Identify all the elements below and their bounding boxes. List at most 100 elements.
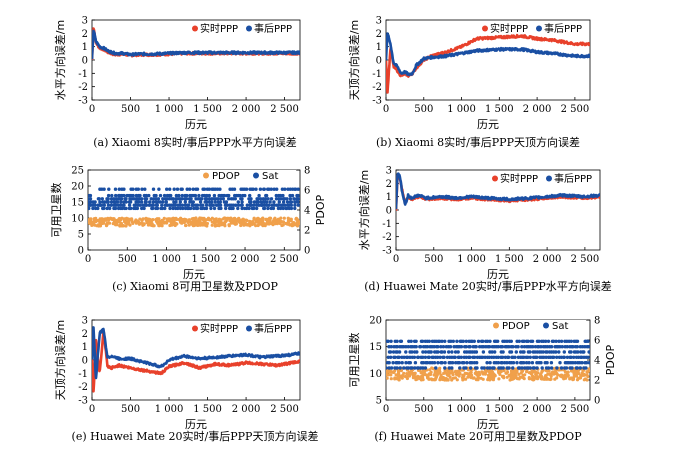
y-tick-label: 10: [71, 214, 84, 225]
sat-point: [490, 350, 494, 354]
sat-point: [492, 366, 496, 370]
pdop-point: [276, 220, 281, 224]
sat-point: [469, 366, 473, 370]
sat-point: [212, 206, 217, 211]
pdop-point: [399, 369, 403, 373]
sat-point: [557, 350, 561, 354]
sat-point: [549, 361, 554, 365]
legend-label: PDOP: [502, 321, 530, 332]
sat-point: [551, 339, 556, 343]
pdop-point: [273, 219, 278, 223]
y-tick-label: 1: [376, 42, 382, 53]
sat-point: [275, 187, 279, 191]
pdop-point: [497, 377, 501, 381]
sat-point: [470, 361, 474, 365]
legend-marker: [493, 322, 499, 329]
sat-point: [562, 355, 566, 359]
pdop-point: [563, 370, 568, 374]
sat-point: [520, 345, 524, 349]
pdop-point: [239, 223, 243, 228]
sat-point: [180, 203, 185, 207]
sat-point: [140, 206, 144, 211]
sat-point: [526, 355, 530, 359]
sat-point: [565, 345, 569, 349]
sat-point: [188, 187, 192, 191]
sat-point: [481, 355, 485, 359]
sat-point: [571, 361, 575, 365]
sat-point: [464, 339, 468, 343]
sat-point: [160, 206, 165, 211]
sat-point: [475, 361, 479, 365]
sat-point: [238, 193, 242, 198]
sat-point: [192, 206, 196, 211]
sat-point: [485, 361, 489, 365]
x-tick-label: 1 500: [485, 404, 514, 415]
sat-point: [288, 193, 292, 198]
sat-point: [106, 203, 111, 207]
sat-point: [236, 203, 241, 207]
pdop-point: [405, 376, 409, 381]
x-tick-label: 2 000: [232, 104, 261, 115]
sat-point: [138, 203, 142, 207]
pdop-point: [423, 370, 427, 374]
pdop-point: [483, 371, 487, 375]
sat-point: [421, 361, 426, 365]
pdop-point: [210, 220, 214, 224]
x-axis-label: 历元: [487, 268, 509, 281]
sat-point: [526, 339, 530, 343]
sat-point: [224, 200, 229, 204]
x-tick-label: 1 500: [191, 254, 220, 265]
sat-point: [389, 355, 393, 359]
sat-point: [207, 197, 212, 201]
sat-point: [184, 197, 189, 201]
pdop-point: [426, 375, 430, 379]
sat-point: [124, 200, 128, 204]
sat-point: [218, 200, 222, 204]
sat-point: [136, 203, 140, 207]
sat-point: [414, 345, 418, 349]
sat-point: [204, 203, 209, 207]
pdop-point: [93, 218, 97, 222]
x-tick-label: 2 500: [561, 104, 590, 115]
sat-point: [189, 197, 193, 201]
sat-point: [186, 203, 191, 207]
pdop-point: [157, 224, 161, 228]
sat-point: [572, 355, 576, 359]
legend-box: [490, 320, 586, 333]
sat-point: [468, 345, 472, 349]
sat-point: [562, 350, 566, 354]
sat-point: [117, 187, 122, 191]
pdop-point: [242, 220, 246, 224]
sat-point: [404, 345, 408, 349]
x-tick-label: 2 500: [561, 404, 590, 415]
pdop-point: [174, 222, 178, 226]
sat-point: [575, 339, 580, 343]
sat-point: [204, 197, 209, 201]
sat-point: [517, 339, 521, 343]
sat-point: [413, 361, 418, 365]
legend-marker: [203, 172, 209, 179]
pdop-point: [165, 217, 169, 221]
sat-point: [425, 361, 430, 365]
sat-point: [102, 206, 106, 211]
y-tick-label: 0: [376, 56, 382, 67]
sat-point: [180, 193, 184, 198]
pdop-point: [523, 373, 527, 377]
pdop-point: [134, 218, 138, 222]
sat-point: [587, 350, 590, 354]
sat-point: [488, 366, 492, 370]
sat-point: [191, 187, 195, 191]
sat-point: [279, 197, 283, 201]
sat-point: [509, 350, 514, 354]
pdop-point: [542, 377, 546, 381]
pdop-point: [267, 222, 271, 226]
pdop-point: [119, 221, 123, 225]
sat-point: [221, 197, 225, 201]
x-tick-label: 1 000: [155, 104, 184, 115]
sat-point: [464, 345, 468, 349]
y-tick-label: -2: [382, 232, 392, 243]
sat-point: [231, 203, 236, 207]
sat-point: [423, 366, 428, 370]
sat-point: [569, 350, 573, 354]
